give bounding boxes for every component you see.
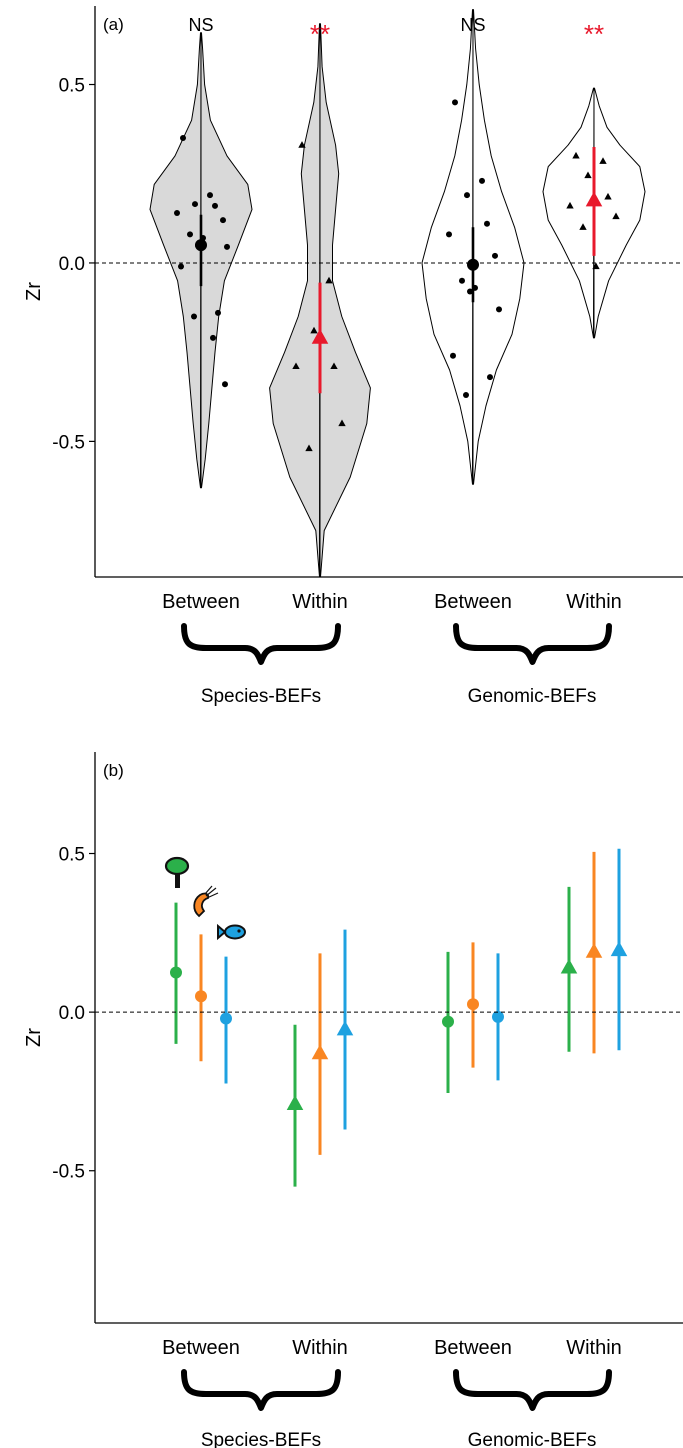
fish-icon-eye [237,929,241,933]
significance-label: NS [188,15,213,35]
data-point [222,381,228,388]
data-point [599,157,607,164]
x-tick-label: Within [566,591,622,613]
y-tick-label: -0.5 [52,1162,85,1183]
estimate-point [492,1010,504,1023]
mean-point [467,258,479,271]
x-tick-label: Between [162,591,240,613]
group-brace [453,623,612,665]
data-point [464,192,470,199]
estimate-point [560,958,578,974]
data-point [330,362,338,370]
x-tick-label: Within [566,1337,622,1359]
panel-label: (a) [103,15,124,34]
data-point [220,217,226,224]
panel-a: NS Between ** Within NS Between ** Within 0.5 0.0… [23,6,683,707]
data-point [566,201,574,209]
group-label: Species-BEFs [201,686,321,707]
data-point [579,223,587,230]
data-point [484,220,490,227]
data-point [191,313,197,320]
fish-icon-tail [217,923,227,941]
y-axis-title: Zr [23,282,45,301]
data-point [298,141,306,148]
x-tick-label: Between [434,1337,512,1359]
group-label: Genomic-BEFs [468,686,597,707]
data-point [584,171,592,179]
y-tick-label: 0.5 [59,76,85,97]
significance-label: ** [310,19,330,49]
y-tick-label: 0.5 [59,845,85,866]
data-point [612,212,620,220]
group-brace [181,1369,341,1411]
panel-label: (b) [103,761,124,780]
x-tick-label: Between [162,1337,240,1359]
shrimp-icon-body [193,892,210,918]
estimate-point [442,1015,454,1028]
estimate-point [585,942,603,958]
significance-label: ** [584,19,604,49]
data-point [450,352,456,359]
significance-label: NS [460,15,485,35]
y-tick-label: 0.0 [59,1003,85,1024]
estimate-point [311,1044,329,1060]
data-point [292,362,300,370]
data-point [467,288,473,295]
data-point [180,135,186,142]
group-brace [453,1369,612,1411]
group-brace [181,623,341,665]
mean-point [585,191,603,207]
data-point [446,231,452,238]
data-point [174,209,180,216]
tree-icon-crown [164,856,190,876]
data-point [210,334,216,341]
data-point [487,374,493,381]
estimate-point [610,941,628,957]
data-point [463,391,469,398]
x-tick-label: Within [292,1337,348,1359]
data-point [178,263,184,270]
data-point [492,252,498,259]
tree-icon [164,856,190,888]
data-point [187,231,193,238]
estimate-point [286,1095,304,1110]
data-point [479,177,485,184]
fish-icon-body [224,924,246,940]
data-point [310,326,318,334]
fish-icon [217,923,246,941]
estimate-point [195,990,207,1003]
shrimp-icon-antennae [204,885,219,899]
x-tick-label: Within [292,591,348,613]
estimate-point [467,998,479,1011]
data-point [572,151,580,159]
data-point [325,276,333,284]
estimate-point [336,1020,354,1036]
estimate-point [170,966,182,979]
data-point [212,202,218,209]
y-tick-label: 0.0 [59,254,85,275]
y-axis-title: Zr [23,1028,45,1047]
x-tick-label: Between [434,591,512,613]
data-point [224,243,230,250]
group-label: Genomic-BEFs [468,1430,597,1448]
estimate-point [220,1012,232,1025]
mean-point [195,239,207,252]
data-point [305,444,313,452]
data-point [338,419,346,427]
y-tick-label: -0.5 [52,432,85,453]
data-point [604,192,612,200]
shrimp-icon [193,885,219,918]
data-point [496,306,502,313]
data-point [215,309,221,316]
data-point [452,99,458,106]
mean-point [311,328,329,344]
tree-icon-trunk [175,870,180,888]
data-point [192,201,198,208]
group-label: Species-BEFs [201,1430,321,1448]
data-point [459,277,465,284]
data-point [207,192,213,199]
data-point [592,262,600,270]
panel-b: Between Within Between Within 0.5 0.0 -0.5 Zr (b… [23,752,683,1448]
